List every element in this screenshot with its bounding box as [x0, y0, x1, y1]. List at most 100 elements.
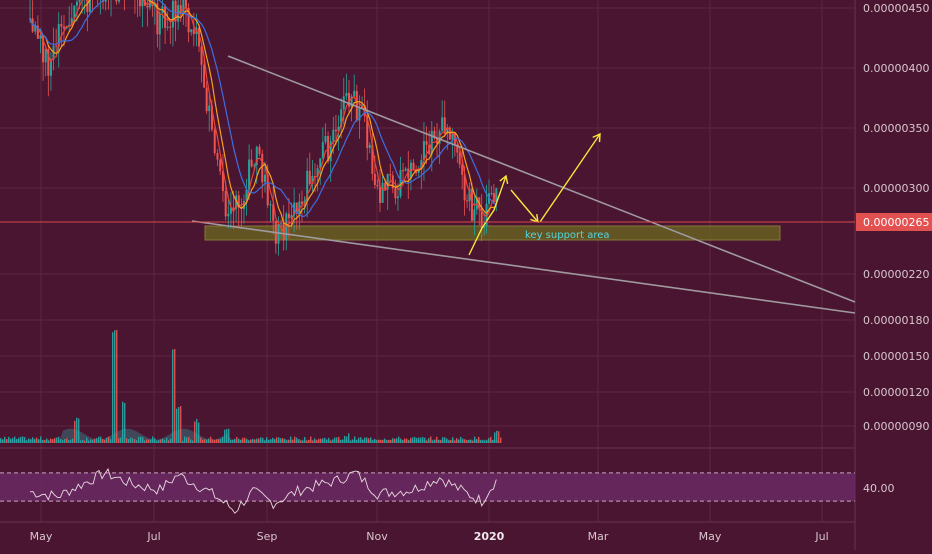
volume-bar: [252, 438, 254, 443]
candle-body: [394, 188, 397, 199]
volume-bar: [418, 437, 420, 443]
candle-body: [389, 174, 392, 176]
candle-body: [148, 0, 151, 8]
candle-body: [62, 26, 65, 29]
volume-bar: [190, 439, 192, 443]
volume-bar: [18, 437, 20, 443]
time-tick-label: Mar: [588, 530, 609, 543]
candle-body: [441, 117, 444, 132]
volume-bar: [202, 439, 204, 443]
rsi-tick-label: 40.00: [863, 482, 895, 495]
volume-bar: [6, 438, 8, 443]
volume-bar: [366, 437, 368, 443]
volume-bar: [46, 438, 48, 443]
volume-bar: [140, 436, 142, 443]
ma-fast-line: [29, 0, 497, 227]
support-zone-rect: [204, 225, 781, 241]
volume-bar: [106, 437, 108, 443]
candle-body: [261, 153, 264, 183]
volume-bar: [352, 439, 354, 443]
volume-bar: [294, 436, 296, 443]
candle-body: [151, 0, 154, 7]
volume-bar: [70, 439, 72, 443]
candle-body: [300, 201, 303, 205]
volume-bar: [328, 437, 330, 443]
candle-body: [417, 169, 420, 173]
trendlines[interactable]: [191, 55, 856, 314]
volume-bar: [364, 437, 366, 443]
volume-bar: [310, 436, 312, 443]
price-tick-label: 0.00000150: [863, 350, 929, 363]
volume-bar: [288, 439, 290, 443]
moving-averages: [29, 0, 497, 235]
price-tick-label: 0.00000350: [863, 122, 929, 135]
price-tick-label: 0.00000120: [863, 386, 929, 399]
volume-bar: [240, 439, 242, 443]
candle-body: [412, 162, 415, 170]
volume-bar: [194, 421, 196, 443]
candle-body: [250, 159, 253, 167]
candle-body: [197, 27, 200, 47]
candle-body: [70, 18, 73, 25]
volume-bar: [174, 349, 176, 443]
volume-bar: [60, 439, 62, 443]
candle-body: [269, 204, 272, 206]
candle-body: [280, 223, 283, 225]
price-tick-label: 0.00000450: [863, 2, 929, 15]
volume-bar: [358, 437, 360, 443]
volume-bar: [72, 438, 74, 443]
candle-body: [174, 0, 177, 22]
volume-bar: [138, 436, 140, 443]
volume-bar: [424, 437, 426, 443]
volume-bar: [476, 439, 478, 443]
candle-body: [334, 129, 337, 132]
price-axis[interactable]: 0.00000450 0.00000400 0.00000350 0.00000300…: [0, 2, 932, 495]
volume-bar: [488, 437, 490, 443]
volume-bar: [456, 438, 458, 443]
volume-bar: [192, 440, 194, 443]
volume-bar: [330, 440, 332, 443]
volume-bar: [436, 436, 438, 443]
volume-bar: [278, 437, 280, 443]
volume-bar: [258, 438, 260, 443]
volume-bar: [482, 440, 484, 443]
volume-bar: [38, 439, 40, 443]
volume-bar: [492, 439, 494, 443]
volume-bar: [164, 439, 166, 443]
volume-bar: [42, 440, 44, 443]
volume-bar: [126, 438, 128, 443]
volume-bar: [254, 439, 256, 443]
volume-bar: [234, 438, 236, 443]
candle-body: [321, 142, 324, 159]
volume-bar: [452, 437, 454, 443]
candle-body: [229, 207, 232, 214]
volume-bar: [404, 438, 406, 443]
candle-body: [255, 146, 258, 166]
candle-body: [456, 144, 459, 153]
candle-body: [366, 115, 369, 148]
candle-body: [138, 0, 141, 7]
volume-bar: [354, 436, 356, 443]
volume-bar: [56, 437, 58, 443]
volume-bar: [222, 437, 224, 443]
candle-body: [290, 215, 293, 219]
volume-bar: [410, 437, 412, 443]
volume-bar: [440, 440, 442, 443]
volume-bar: [162, 438, 164, 443]
volume-bar: [160, 439, 162, 443]
candle-body: [184, 0, 187, 9]
volume-bar: [36, 437, 38, 443]
volume-bar: [290, 436, 292, 443]
volume-bar: [44, 440, 46, 443]
volume-bar: [32, 437, 34, 443]
volume-bar: [362, 439, 364, 443]
volume-bar: [142, 436, 144, 443]
candle-body: [219, 159, 222, 172]
volume-bar: [34, 438, 36, 443]
volume-bar: [420, 437, 422, 443]
volume-bar: [16, 438, 18, 443]
time-axis[interactable]: May Jul Sep Nov 2020 Mar May Jul: [30, 530, 829, 543]
grid: [0, 0, 856, 550]
